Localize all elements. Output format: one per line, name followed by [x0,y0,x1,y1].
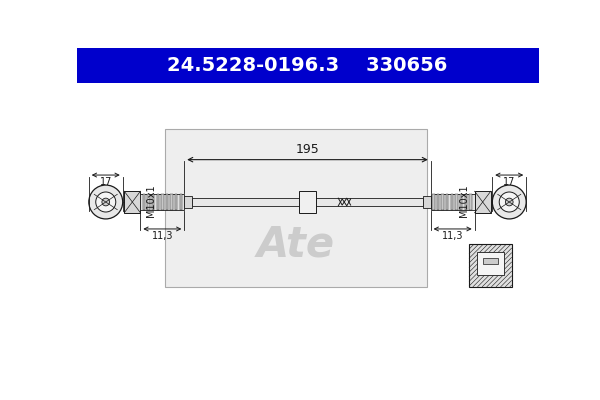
Bar [455,194,458,210]
Text: M10x1: M10x1 [146,184,156,217]
Bar [464,194,467,210]
Bar [460,194,462,210]
Bar [184,196,192,208]
Bar [166,194,168,210]
Bar [77,48,539,84]
Bar [152,194,154,210]
Bar [431,194,475,210]
Bar [451,194,453,210]
Bar [432,194,434,210]
Bar [475,191,491,213]
Bar [124,191,140,213]
Circle shape [499,192,519,212]
Text: M10x1: M10x1 [459,184,469,217]
Circle shape [493,185,526,219]
Bar [140,194,184,210]
Circle shape [96,192,116,212]
Circle shape [505,198,513,206]
Text: Ate: Ate [257,223,335,265]
Text: 11,3: 11,3 [152,231,173,241]
Bar [477,252,504,275]
Bar [143,194,145,210]
Bar [161,194,164,210]
Text: 24.5228-0196.3    330656: 24.5228-0196.3 330656 [167,56,448,75]
Bar [170,194,173,210]
Bar [299,191,316,213]
Bar [446,194,448,210]
Bar [148,194,149,210]
Bar [442,194,444,210]
Bar [77,84,539,356]
Bar [469,194,472,210]
Text: 11,3: 11,3 [442,231,463,241]
Circle shape [102,198,110,206]
Bar [483,258,497,264]
Bar [423,196,431,208]
Bar [157,194,159,210]
Bar [175,194,178,210]
Bar [179,194,182,210]
Bar [192,198,423,206]
Bar [165,129,427,287]
Circle shape [89,185,123,219]
Text: 17: 17 [503,177,515,187]
Text: 17: 17 [100,177,112,187]
Bar [469,244,512,287]
Bar [437,194,439,210]
Text: 195: 195 [296,143,319,156]
